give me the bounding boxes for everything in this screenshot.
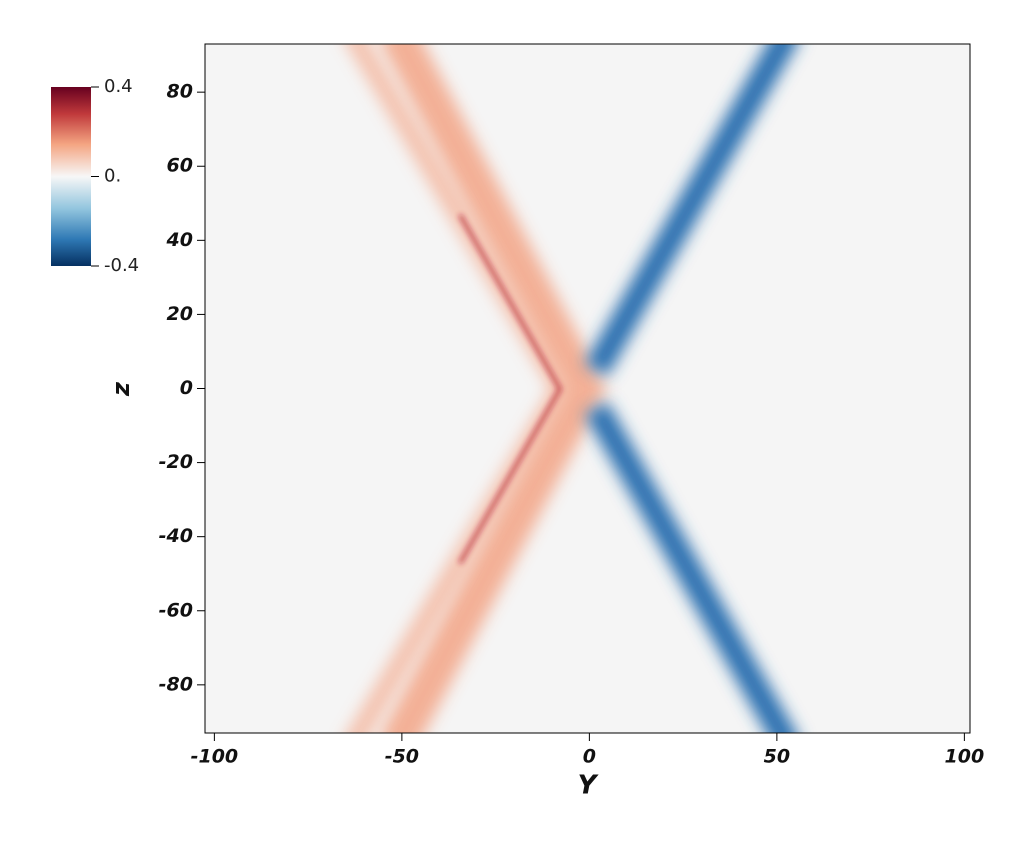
red-band-outer	[346, 44, 574, 733]
x-axis-label: Y	[578, 771, 600, 801]
x-tick-label: 0	[583, 746, 596, 768]
x-tick-label: -100	[191, 746, 239, 768]
x-tick-label: 50	[764, 746, 790, 768]
colorbar-tick-label: -0.4	[104, 255, 139, 276]
colorbar-tick-label: 0.	[104, 166, 121, 187]
y-tick-label: -60	[159, 599, 193, 621]
y-tick-label: 80	[167, 81, 193, 103]
colorbar	[51, 87, 91, 266]
y-tick-label: -40	[159, 525, 193, 547]
field	[346, 44, 797, 733]
red-band	[380, 44, 607, 733]
y-tick-label: 60	[167, 155, 193, 177]
y-tick-label: -80	[159, 673, 193, 695]
x-tick-label: -50	[385, 746, 419, 768]
y-tick-label: 40	[166, 229, 193, 251]
blue-band-upper	[584, 44, 797, 377]
y-tick-label: 0	[180, 377, 193, 399]
red-ridge	[458, 214, 562, 564]
y-tick-label: -20	[159, 451, 193, 473]
blue-band-lower	[584, 401, 797, 733]
y-tick-label: 20	[167, 303, 193, 325]
y-axis-label: z	[107, 381, 135, 397]
colorbar-tick-label: 0.4	[104, 76, 133, 97]
x-tick-label: 100	[945, 746, 985, 768]
